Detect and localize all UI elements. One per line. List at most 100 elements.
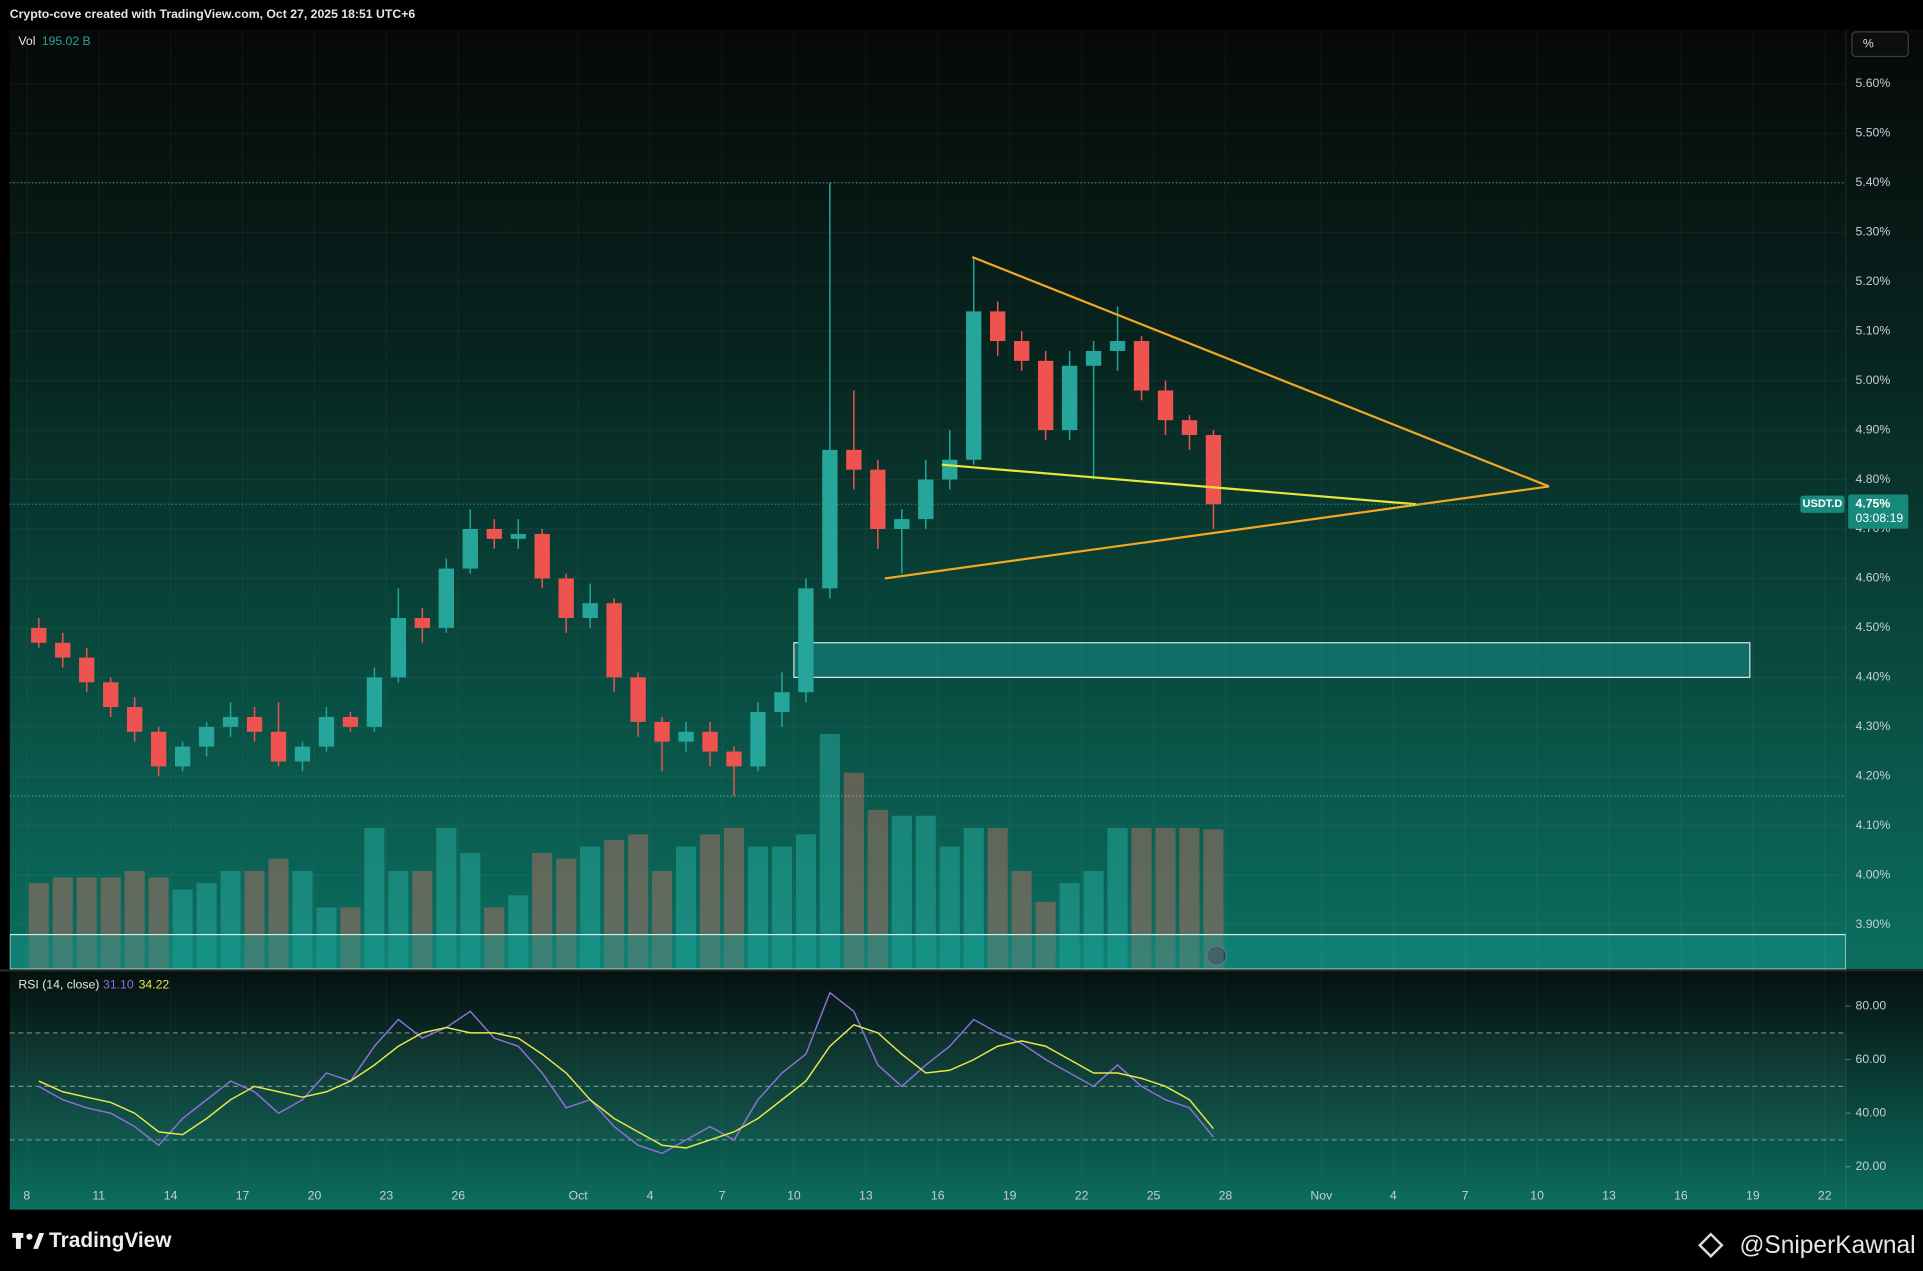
candle-body	[1085, 350, 1102, 366]
y-tick-label: 4.60%	[1856, 571, 1891, 585]
candle-body	[678, 731, 694, 742]
y-tick-label: 5.00%	[1856, 373, 1891, 387]
countdown-label: 03:08:19	[1856, 511, 1904, 525]
y-tick-label: 4.10%	[1856, 818, 1891, 832]
volume-bar	[436, 827, 457, 970]
y-tick-label: 40.00	[1856, 1105, 1887, 1119]
y-tick-label: 5.30%	[1856, 224, 1891, 238]
candle-body	[582, 603, 598, 619]
candle-body	[534, 533, 550, 579]
volume-bar	[172, 889, 193, 970]
volume-bar	[556, 858, 577, 970]
volume-bar	[412, 870, 433, 970]
candle-body	[366, 677, 383, 727]
volume-bar	[699, 834, 721, 970]
volume-bar	[915, 815, 936, 970]
volume-bar	[532, 852, 553, 970]
candle-body	[1109, 341, 1126, 351]
y-tick-label: 5.20%	[1856, 274, 1891, 288]
volume-bar	[843, 772, 864, 970]
trendline	[971, 255, 1550, 488]
zone	[9, 933, 1846, 970]
rsi-ma-value: 34.22	[139, 977, 170, 991]
x-tick-label: 14	[164, 1188, 178, 1202]
x-tick-label: Nov	[1310, 1188, 1333, 1202]
logo-part	[26, 1233, 33, 1240]
x-tick-label: 11	[92, 1188, 105, 1202]
volume-bar	[196, 883, 217, 970]
candle-body	[486, 528, 502, 539]
brand-logo	[12, 1232, 45, 1249]
x-tick-label: 16	[931, 1188, 945, 1202]
event-icon[interactable]	[1206, 945, 1228, 967]
volume-bar	[1179, 827, 1200, 970]
candle-body	[1133, 341, 1150, 391]
volume-bar	[100, 877, 121, 970]
volume-bar	[891, 815, 912, 970]
y-tick-label: 80.00	[1856, 998, 1887, 1012]
volume-legend-name: Vol	[18, 34, 35, 48]
scale-button-label[interactable]: %	[1863, 36, 1874, 50]
volume-bar	[747, 846, 769, 970]
volume-bar	[124, 870, 145, 970]
price-label: 4.75%	[1856, 497, 1891, 511]
volume-bar	[604, 840, 625, 970]
trendline	[941, 463, 1417, 506]
volume-bar	[316, 907, 337, 970]
candle-body	[1037, 360, 1054, 431]
candle-body	[918, 479, 934, 520]
candle-body	[1205, 435, 1222, 505]
candle-body	[990, 311, 1006, 342]
x-tick-label: 23	[380, 1188, 394, 1202]
candle-body	[822, 449, 838, 589]
candle-body	[126, 707, 143, 732]
volume-bar	[1011, 870, 1032, 970]
x-tick-label: 10	[1530, 1188, 1544, 1202]
volume-bar	[52, 877, 73, 970]
rsi-line	[38, 1023, 1214, 1149]
candle-body	[846, 449, 862, 470]
x-tick-label: 7	[719, 1188, 726, 1202]
volume-bar	[675, 846, 697, 970]
volume-bar	[628, 834, 649, 970]
y-tick-label: 4.00%	[1856, 867, 1891, 881]
volume-bar	[963, 827, 984, 970]
volume-bar	[364, 827, 385, 970]
volume-bar	[76, 877, 97, 970]
volume-bar	[340, 907, 361, 970]
y-tick-label: 3.90%	[1856, 917, 1891, 931]
x-tick-label: 13	[859, 1188, 873, 1202]
x-tick-label: 20	[308, 1188, 322, 1202]
x-tick-label: 4	[1390, 1188, 1397, 1202]
candle-body	[79, 657, 95, 683]
candle-body	[630, 677, 646, 722]
candle-body	[390, 618, 407, 678]
volume-bar	[1131, 827, 1152, 970]
volume-bar	[580, 846, 601, 970]
volume-bar	[987, 827, 1008, 970]
scale-button[interactable]	[1851, 31, 1909, 58]
candle-body	[558, 578, 574, 619]
candle-body	[942, 459, 958, 480]
volume-bar	[220, 870, 241, 970]
y-tick-label: 4.30%	[1856, 719, 1891, 733]
volume-bar	[652, 870, 673, 970]
volume-bar	[939, 846, 960, 970]
y-tick-label: 20.00	[1856, 1159, 1887, 1173]
x-tick-label: 28	[1219, 1188, 1233, 1202]
candle-body	[150, 731, 167, 767]
candle-body	[31, 627, 47, 643]
volume-bar	[268, 858, 289, 970]
trendline	[884, 485, 1550, 580]
volume-bar	[819, 733, 840, 970]
x-tick-label: 19	[1746, 1188, 1760, 1202]
candle-body	[342, 716, 359, 727]
candle-body	[774, 692, 790, 713]
volume-bar	[1059, 883, 1080, 970]
zone	[793, 642, 1751, 678]
volume-bar	[292, 870, 313, 970]
candle-body	[1181, 420, 1198, 436]
candle-body	[414, 618, 431, 628]
x-tick-label: 25	[1147, 1188, 1161, 1202]
y-tick-label: 4.80%	[1856, 472, 1891, 486]
